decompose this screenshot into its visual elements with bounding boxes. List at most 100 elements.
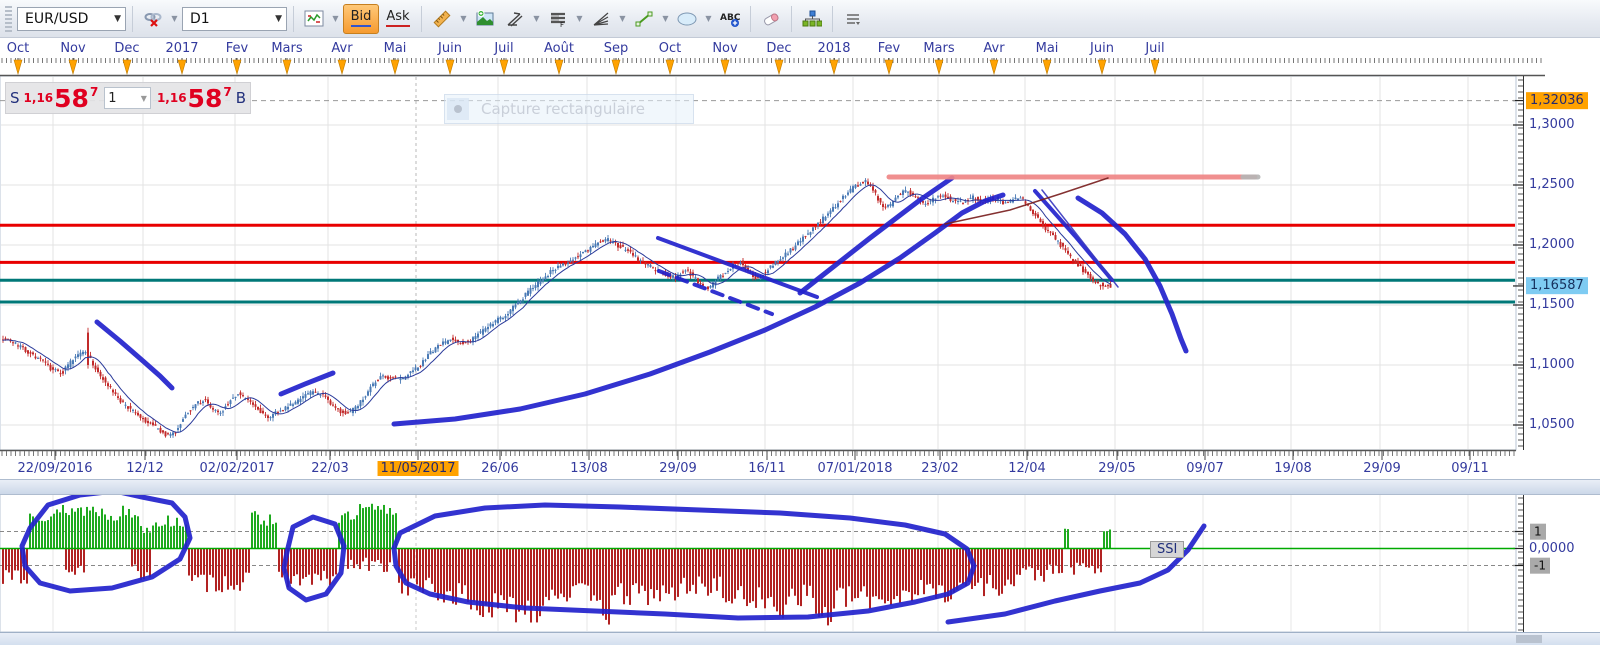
- timeframe-label: D1: [190, 11, 210, 27]
- bottom-panel-strip[interactable]: [0, 632, 1600, 645]
- buy-side-label: B: [236, 89, 246, 107]
- date-label: 13/08: [570, 461, 607, 476]
- ellipse-icon[interactable]: [673, 5, 701, 33]
- buy-price-big[interactable]: 58: [188, 86, 223, 111]
- list-icon[interactable]: [839, 5, 867, 33]
- month-label: Avr: [331, 41, 352, 56]
- trendline-dropdown[interactable]: ▼: [660, 6, 671, 32]
- sell-price-small: 1,16: [24, 91, 54, 105]
- date-label: 12/04: [1008, 461, 1045, 476]
- date-label: 09/11: [1451, 461, 1488, 476]
- date-label: 22/09/2016: [18, 461, 93, 476]
- quantity-select[interactable]: 1▼: [104, 87, 151, 109]
- trendline-icon[interactable]: [630, 5, 658, 33]
- month-label: Avr: [983, 41, 1004, 56]
- panel-separator[interactable]: [0, 479, 1600, 495]
- ruler-dropdown[interactable]: ▼: [458, 6, 469, 32]
- symbol-label: EUR/USD: [25, 11, 88, 27]
- month-label: Juil: [494, 41, 513, 56]
- price-axis-label: 1,32036: [1526, 92, 1588, 109]
- capture-tooltip: Capture rectangulaire: [444, 94, 694, 124]
- text-abc-icon[interactable]: ABC: [716, 5, 744, 33]
- month-label: Août: [544, 41, 574, 56]
- month-label: Oct: [7, 41, 29, 56]
- month-label: Juil: [1145, 41, 1164, 56]
- svg-text:F: F: [560, 21, 564, 28]
- ellipse-dropdown[interactable]: ▼: [703, 6, 714, 32]
- date-label: 29/05: [1098, 461, 1135, 476]
- price-axis-label: 1,3000: [1529, 117, 1575, 132]
- month-label: 2017: [165, 41, 198, 56]
- pitchfork-dropdown[interactable]: ▼: [531, 6, 542, 32]
- buy-price-small: 1,16: [157, 91, 187, 105]
- date-label: 29/09: [659, 461, 696, 476]
- capture-icon: [447, 98, 469, 120]
- price-axis-label: 1,2000: [1529, 237, 1575, 252]
- capture-tooltip-text: Capture rectangulaire: [481, 100, 645, 118]
- fan-lines-dropdown[interactable]: ▼: [617, 6, 628, 32]
- price-axis-label: 1,1000: [1529, 357, 1575, 372]
- date-label: 26/06: [481, 461, 518, 476]
- timeframe-select[interactable]: D1 ▼: [182, 7, 287, 31]
- fibonacci-icon[interactable]: F: [544, 5, 572, 33]
- month-label: Mai: [1036, 41, 1059, 56]
- date-label: 11/05/2017: [378, 461, 459, 476]
- price-axis-label: 1,0500: [1529, 417, 1575, 432]
- bottom-panel-chip[interactable]: [1516, 635, 1542, 643]
- ssi-axis-label: 0,0000: [1529, 541, 1575, 556]
- link-chart-dropdown[interactable]: ▼: [169, 6, 180, 32]
- price-axis-label: 1,16587: [1526, 277, 1588, 294]
- ruler-icon[interactable]: [428, 5, 456, 33]
- month-label: Oct: [659, 41, 681, 56]
- chart-type-icon[interactable]: [300, 5, 328, 33]
- month-label: Juin: [1090, 41, 1114, 56]
- date-label: 12/12: [126, 461, 163, 476]
- date-label: 09/07: [1186, 461, 1223, 476]
- toolbar: EUR/USD ▼ ▼ D1 ▼ ▼ Bid Ask ▼ ▼ F: [0, 0, 1600, 38]
- month-label: Dec: [114, 41, 139, 56]
- month-label: Dec: [766, 41, 791, 56]
- chart-type-dropdown[interactable]: ▼: [330, 6, 341, 32]
- date-label: 22/03: [311, 461, 348, 476]
- symbol-select[interactable]: EUR/USD ▼: [17, 7, 126, 31]
- sell-side-label: S: [10, 89, 20, 107]
- ssi-indicator-label[interactable]: SSI: [1150, 541, 1184, 558]
- month-label: Mars: [271, 41, 302, 56]
- eraser-icon[interactable]: [757, 5, 785, 33]
- quote-panel: S 1,16 58 7 1▼ 1,16 58 7 B: [5, 82, 251, 114]
- date-label: 29/09: [1363, 461, 1400, 476]
- date-label: 23/02: [921, 461, 958, 476]
- date-label: 07/01/2018: [818, 461, 893, 476]
- sell-price-pip: 7: [90, 85, 98, 99]
- month-label: Fev: [878, 41, 900, 56]
- month-label: Fev: [226, 41, 248, 56]
- sell-price-big[interactable]: 58: [54, 86, 89, 111]
- link-chart-icon[interactable]: [139, 5, 167, 33]
- month-label: Nov: [60, 41, 85, 56]
- month-label: 2018: [817, 41, 850, 56]
- hierarchy-icon[interactable]: [798, 5, 826, 33]
- fibonacci-dropdown[interactable]: ▼: [574, 6, 585, 32]
- chart-window: EUR/USD ▼ ▼ D1 ▼ ▼ Bid Ask ▼ ▼ F: [0, 0, 1600, 645]
- image-icon[interactable]: [471, 5, 499, 33]
- month-label: Sep: [604, 41, 629, 56]
- ask-button[interactable]: Ask: [381, 5, 415, 33]
- month-label: Juin: [438, 41, 462, 56]
- chevron-down-icon: ▼: [114, 14, 121, 24]
- month-label: Mai: [384, 41, 407, 56]
- pitchfork-icon[interactable]: [501, 5, 529, 33]
- fan-lines-icon[interactable]: [587, 5, 615, 33]
- month-label: Mars: [923, 41, 954, 56]
- chevron-down-icon: ▼: [141, 94, 147, 103]
- price-axis-label: 1,2500: [1529, 177, 1575, 192]
- buy-price-pip: 7: [223, 85, 231, 99]
- ssi-axis-label: 1: [1530, 523, 1546, 539]
- toolbar-grip[interactable]: [5, 6, 12, 32]
- price-axis-label: 1,1500: [1529, 297, 1575, 312]
- date-label: 02/02/2017: [200, 461, 275, 476]
- bid-button[interactable]: Bid: [343, 4, 379, 34]
- date-label: 19/08: [1274, 461, 1311, 476]
- chevron-down-icon: ▼: [275, 14, 282, 24]
- month-label: Nov: [712, 41, 737, 56]
- ssi-axis-label: -1: [1530, 557, 1550, 573]
